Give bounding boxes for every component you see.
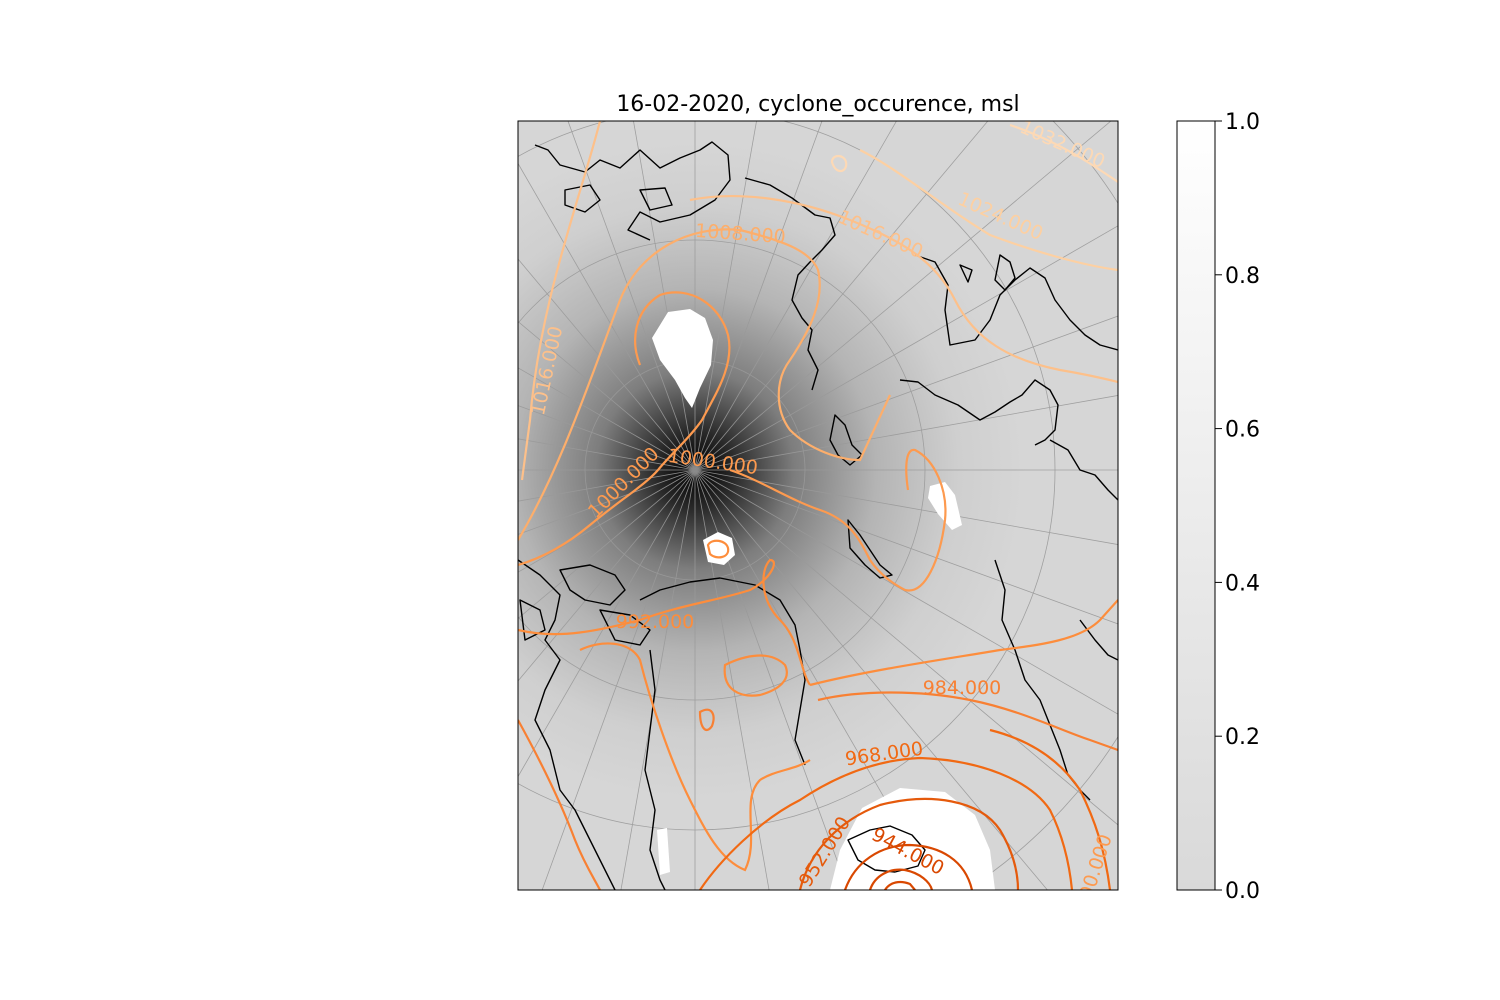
coast-franz-josef xyxy=(847,519,893,579)
contour-968 xyxy=(699,756,1074,890)
contour-952 xyxy=(798,797,1020,890)
colorbar-tick-label: 0.0 xyxy=(1225,879,1260,904)
meridian-line xyxy=(694,121,757,471)
meridian-line xyxy=(694,469,849,890)
contour-1000-east xyxy=(729,448,947,592)
meridian-line xyxy=(694,121,1112,471)
contour-1016-east xyxy=(689,195,1118,384)
contour-984-sw xyxy=(518,719,601,890)
meridian-line xyxy=(518,367,696,471)
colorbar: 0.0 0.2 0.4 0.6 0.8 1.0 xyxy=(1176,110,1260,904)
coast-greenland-east xyxy=(644,649,666,890)
contour-984 xyxy=(817,691,1118,752)
coast-iceland xyxy=(847,825,926,873)
meridian-line xyxy=(694,469,770,890)
meridian-line xyxy=(567,121,696,471)
coast-islands-ne xyxy=(959,254,1016,291)
colorbar-ticks: 0.0 0.2 0.4 0.6 0.8 1.0 xyxy=(1215,110,1260,904)
label-984: 984.000 xyxy=(923,677,1002,699)
contour-992-far xyxy=(809,599,1118,687)
coast-greenland-west xyxy=(518,559,616,890)
coast-canadian-archipelago xyxy=(519,564,651,646)
contour-944 xyxy=(843,843,974,890)
meridian-line xyxy=(518,320,696,471)
contour-1032 xyxy=(1009,123,1118,183)
colorbar-tick-label: 0.6 xyxy=(1225,418,1260,443)
coast-north-islands xyxy=(564,184,673,213)
contour-992-south xyxy=(579,642,811,872)
colorbar-tick-label: 0.4 xyxy=(1225,571,1260,596)
coast-greenland-north xyxy=(639,577,806,766)
meridian-line xyxy=(518,469,696,682)
meridian-line xyxy=(518,469,696,573)
colorbar-gradient xyxy=(1176,120,1216,891)
contour-992-lobe xyxy=(723,654,788,697)
contour-1024 xyxy=(859,149,1118,272)
meridian-line xyxy=(518,438,696,471)
meridian-line xyxy=(694,469,1118,715)
meridian-line xyxy=(518,469,696,502)
contour-1032-ring xyxy=(830,154,848,173)
cyclone-area-strip xyxy=(657,828,670,875)
coast-russia-arctic xyxy=(1049,439,1118,501)
latitude-circle xyxy=(518,121,1056,831)
colorbar-tick-label: 0.8 xyxy=(1225,264,1260,289)
meridian-line xyxy=(518,469,696,535)
contour-992-ring xyxy=(706,539,730,559)
meridian-line xyxy=(694,225,1118,471)
contour-984-lobe xyxy=(698,708,715,731)
meridian-line xyxy=(620,469,696,890)
coast-scandinavia xyxy=(899,379,1059,446)
latitude-circle xyxy=(518,239,926,701)
contour-1008 xyxy=(518,228,891,541)
meridian-line xyxy=(518,405,696,471)
contour-992 xyxy=(518,558,811,686)
label-992: 992.000 xyxy=(616,611,695,633)
meridian-line xyxy=(694,469,1118,826)
meridian-line xyxy=(694,469,1118,545)
meridian-line xyxy=(541,469,696,890)
contour-inner-2 xyxy=(884,880,916,890)
meridian-line xyxy=(518,469,696,778)
meridian-line xyxy=(694,395,1118,471)
cyclone-area-south xyxy=(830,788,995,890)
cyclone-area-small xyxy=(703,532,735,565)
contour-1000-lobe xyxy=(518,291,731,567)
contour-1016-north xyxy=(520,121,602,481)
colorbar-tick-label: 1.0 xyxy=(1225,110,1260,135)
cyclone-area-north xyxy=(652,309,713,408)
meridian-line xyxy=(694,121,823,471)
meridian-line xyxy=(694,121,989,471)
map-title: 16-02-2020, cyclone_occurence, msl xyxy=(616,92,1019,117)
map-frame xyxy=(517,120,1119,891)
msl-contours xyxy=(518,121,1118,890)
meridian-line xyxy=(518,162,696,471)
colorbar-tick-label: 0.2 xyxy=(1225,725,1260,750)
contour-968-east xyxy=(989,728,1112,890)
meridian-line xyxy=(694,121,897,471)
contour-inner xyxy=(868,868,934,890)
